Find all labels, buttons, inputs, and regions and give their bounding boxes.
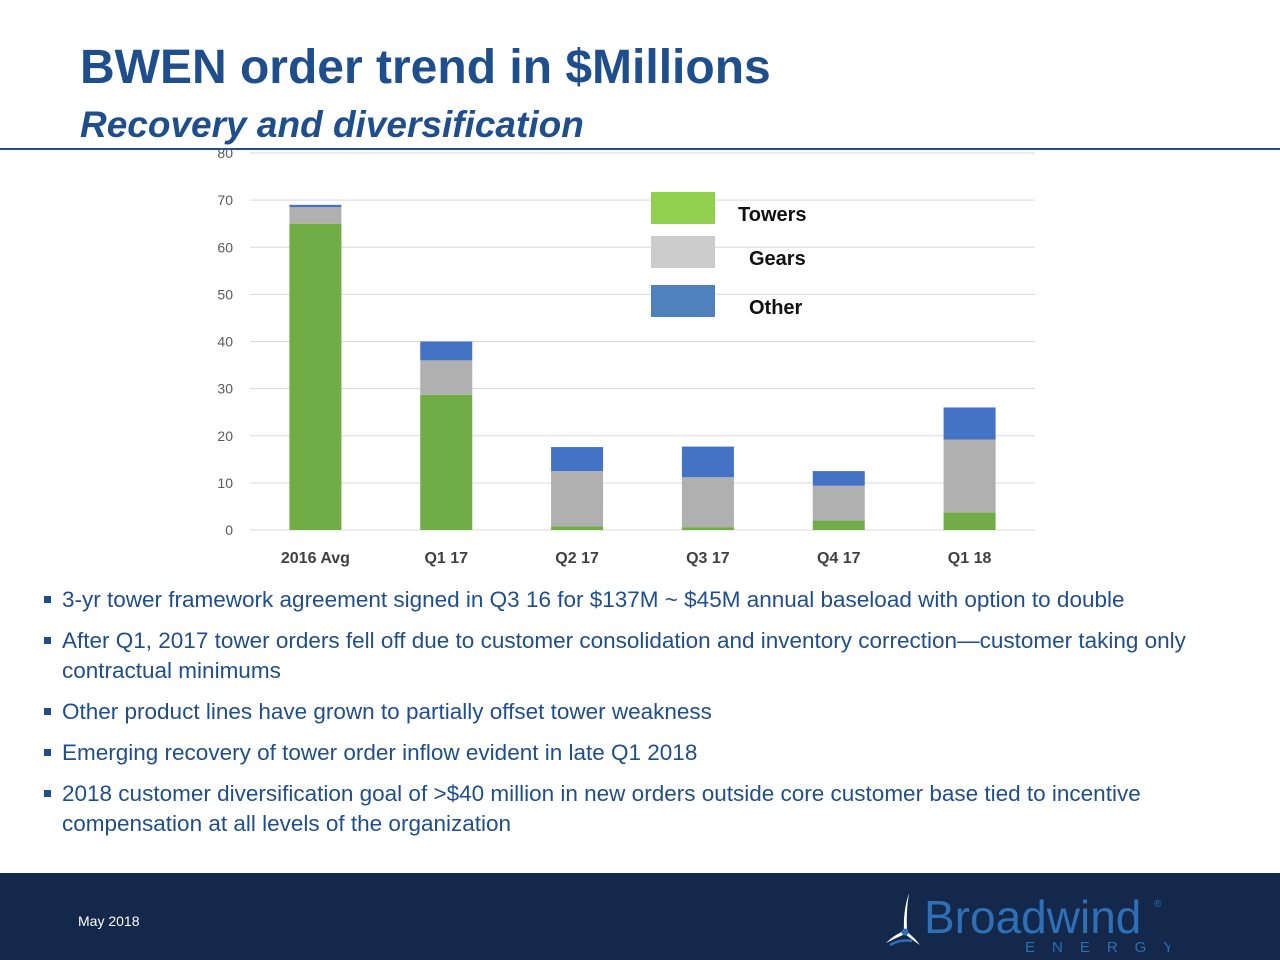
bar-other (681, 446, 734, 478)
bullet-marker (44, 637, 51, 644)
x-tick-label: Q1 18 (948, 550, 992, 567)
x-tick-label: 2016 Avg (281, 550, 350, 567)
page-title: BWEN order trend in $Millions (80, 41, 771, 94)
bullet-item: After Q1, 2017 tower orders fell off due… (44, 626, 1264, 686)
chart-legend: Towers Gears Other (651, 192, 807, 319)
bullet-text: 3-yr tower framework agreement signed in… (62, 587, 1125, 612)
y-tick-label: 40 (217, 334, 233, 350)
bullet-text: Emerging recovery of tower order inflow … (62, 740, 698, 765)
logo-wordmark: Broadwind (924, 891, 1141, 943)
y-tick-label: 60 (217, 239, 233, 255)
x-axis-ticks: 2016 Avg Q1 17 Q2 17 Q3 17 Q4 17 Q1 18 (281, 550, 992, 567)
bullet-item: 3-yr tower framework agreement signed in… (44, 585, 1264, 615)
y-tick-label: 10 (217, 475, 233, 491)
bar-other (812, 471, 865, 486)
bar-other (943, 407, 996, 440)
bullet-item: Other product lines have grown to partia… (44, 697, 1264, 727)
legend-swatch-towers (651, 192, 715, 224)
bar-gears (420, 360, 473, 395)
bar-gears (943, 439, 996, 513)
chart-bars (289, 204, 996, 530)
y-tick-label: 30 (217, 381, 233, 397)
legend-label-towers: Towers (738, 204, 807, 226)
y-tick-label: 80 (217, 145, 233, 161)
bar-other (551, 447, 604, 472)
bar-towers (551, 526, 604, 530)
y-tick-label: 0 (225, 522, 233, 538)
bar-gears (289, 207, 342, 224)
bullet-marker (44, 749, 51, 756)
bullet-text: 2018 customer diversification goal of >$… (62, 781, 1141, 836)
bullet-marker (44, 596, 51, 603)
legend-swatch-gears (651, 236, 715, 268)
bullet-item: 2018 customer diversification goal of >$… (44, 779, 1264, 839)
legend-swatch-other (651, 285, 715, 317)
page-subtitle: Recovery and diversification (80, 104, 584, 145)
bar-towers (289, 223, 342, 530)
title-divider (0, 148, 1280, 150)
bullet-marker (44, 708, 51, 715)
legend-label-gears: Gears (749, 248, 806, 270)
stacked-bar-chart: 0 10 20 30 40 50 60 70 80 2016 Avg Q1 17 Q2 17 Q3 1… (217, 145, 1035, 567)
y-tick-label: 70 (217, 192, 233, 208)
footer-bar: May 2018 Broadwind ® ENERGY (0, 873, 1280, 960)
x-tick-label: Q2 17 (555, 550, 599, 567)
chart-gridlines (250, 152, 1035, 531)
y-tick-label: 50 (217, 286, 233, 302)
bar-other (420, 341, 473, 361)
registered-mark: ® (1154, 899, 1162, 910)
bar-gears (681, 477, 734, 528)
x-tick-label: Q4 17 (817, 550, 861, 567)
bullet-item: Emerging recovery of tower order inflow … (44, 738, 1264, 768)
bar-other (289, 204, 342, 208)
bar-towers (420, 394, 473, 530)
x-tick-label: Q3 17 (686, 550, 730, 567)
broadwind-logo: Broadwind ® ENERGY (886, 891, 1170, 956)
bullet-text: Other product lines have grown to partia… (62, 699, 712, 724)
bar-gears (812, 485, 865, 521)
legend-label-other: Other (749, 297, 803, 319)
bullet-text: After Q1, 2017 tower orders fell off due… (62, 628, 1186, 683)
turbine-icon (886, 893, 920, 947)
bar-towers (681, 527, 734, 530)
bar-gears (551, 471, 604, 527)
logo-subtitle: ENERGY (1025, 939, 1170, 956)
footer-date: May 2018 (78, 913, 140, 929)
x-tick-label: Q1 17 (424, 550, 468, 567)
bar-towers (943, 512, 996, 530)
bullet-list: 3-yr tower framework agreement signed in… (44, 585, 1264, 850)
y-axis-ticks: 0 10 20 30 40 50 60 70 80 (217, 145, 233, 538)
bullet-marker (44, 790, 51, 797)
y-tick-label: 20 (217, 428, 233, 444)
bar-towers (812, 520, 865, 530)
